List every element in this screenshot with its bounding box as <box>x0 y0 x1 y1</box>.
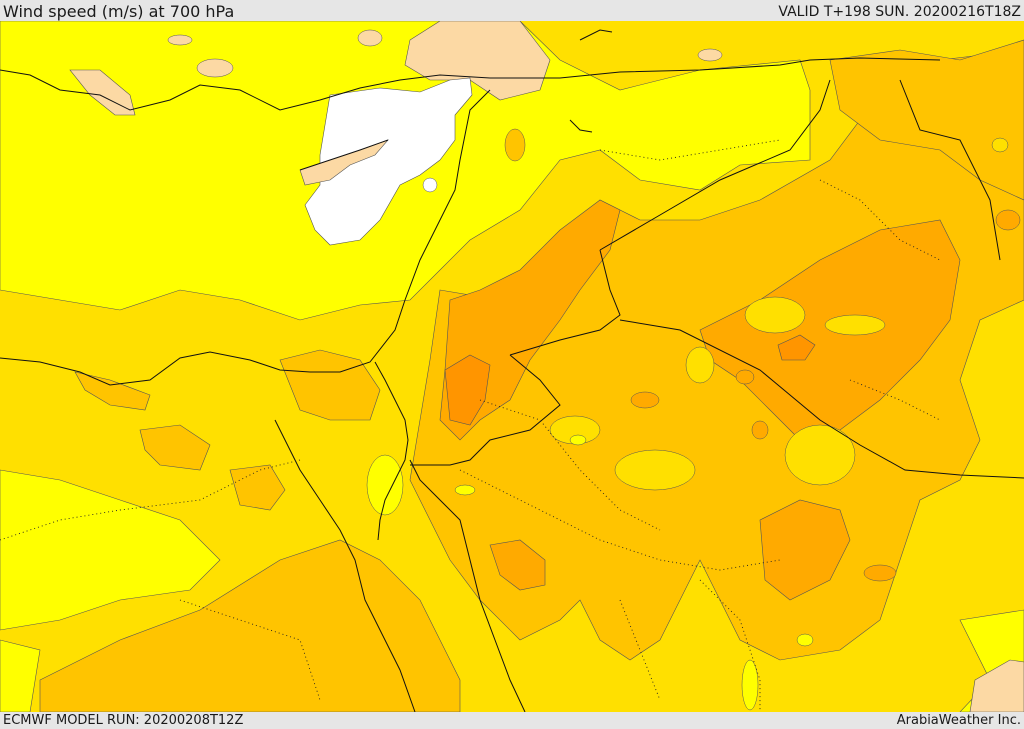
field-patch-10 <box>863 564 897 582</box>
field-patch-14 <box>744 296 806 334</box>
field-patch-13 <box>614 449 696 491</box>
field-patch-8 <box>630 391 660 409</box>
field-dark-orange-saudi-core <box>777 334 816 361</box>
field-patch-21 <box>366 454 404 516</box>
map-canvas <box>0 21 1024 712</box>
field-patch-5 <box>991 137 1009 153</box>
field-orange-egypt-mid <box>229 464 286 511</box>
field-patch-22 <box>697 48 723 62</box>
header-bar <box>0 0 1024 21</box>
field-patch-17 <box>454 484 476 496</box>
dotted-boundaries <box>0 139 941 712</box>
field-patch-18 <box>569 434 587 446</box>
model-run-label: ECMWF MODEL RUN: 20200208T12Z <box>3 713 244 728</box>
field-patch-16 <box>784 424 856 486</box>
field-dark-orange-saudi <box>489 539 546 591</box>
valid-time: VALID T+198 SUN. 20200216T18Z <box>778 4 1021 20</box>
field-patch-3 <box>196 58 234 78</box>
footer-bar <box>0 712 1024 729</box>
field-patch-4 <box>504 128 526 162</box>
wind-speed-map <box>0 21 1024 712</box>
field-dark-orange-east <box>759 499 851 601</box>
map-title: Wind speed (m/s) at 700 hPa <box>3 2 235 21</box>
field-dark-orange-jordan-core <box>444 354 491 426</box>
coastlines <box>0 29 1024 712</box>
field-orange-south <box>39 539 461 712</box>
field-patch-1 <box>167 34 193 46</box>
field-tan-east-bottom <box>969 659 1024 712</box>
field-orange-egypt-west <box>139 424 211 471</box>
field-patch-19 <box>796 633 814 647</box>
field-patch-15 <box>824 314 886 336</box>
field-patch-9 <box>751 420 769 440</box>
field-tan-turkey <box>404 21 551 101</box>
field-white-cyprus <box>304 77 473 246</box>
field-orange-libya-coast <box>74 371 151 411</box>
field-patch-6 <box>995 209 1021 231</box>
field-patch-7 <box>735 369 755 385</box>
field-tan-aegean <box>69 69 136 116</box>
field-patch-23 <box>422 177 438 193</box>
field-patch-11 <box>685 346 715 384</box>
field-yellow-southwest-lower <box>0 639 41 712</box>
credit-label: ArabiaWeather Inc. <box>896 713 1021 728</box>
field-patch-2 <box>357 29 383 47</box>
field-yellow-southwest <box>0 469 221 631</box>
field-patch-20 <box>741 659 759 711</box>
field-orange-east-upper <box>829 39 1024 201</box>
